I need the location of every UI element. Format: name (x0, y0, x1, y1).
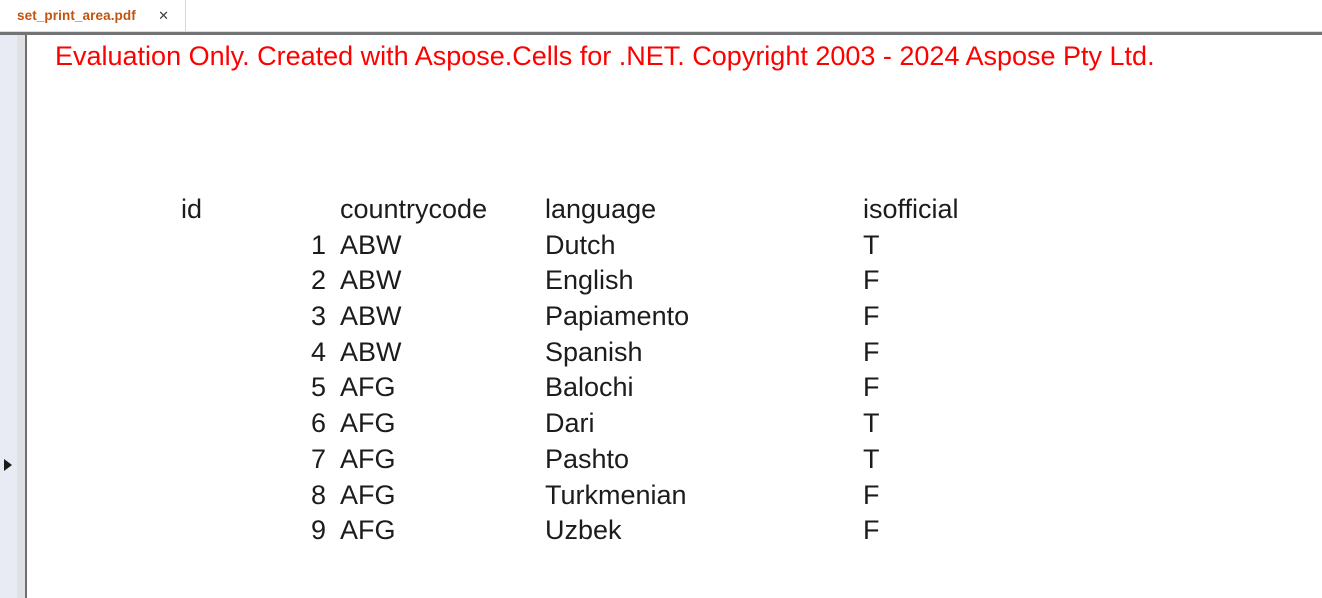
table-cell: ABW (340, 336, 402, 367)
table-cell: F (863, 372, 880, 403)
table-cell: F (863, 336, 880, 367)
table-cell: Balochi (545, 372, 634, 403)
table-cell: Pashto (545, 443, 630, 474)
column-header: countrycode (340, 194, 488, 224)
table-cell: T (863, 229, 880, 260)
table-cell: F (863, 479, 880, 510)
table-cell: Dari (545, 408, 595, 439)
table-cell: Uzbek (545, 515, 622, 546)
column-header: language (545, 194, 657, 224)
table-cell: Papiamento (545, 301, 690, 332)
table-cell: 4 (310, 336, 326, 367)
table-cell: Dutch (545, 229, 616, 260)
table-cell: Spanish (545, 336, 643, 367)
table-cell: 9 (310, 515, 326, 546)
column-header: id (181, 194, 203, 224)
collapsed-side-panel (0, 35, 17, 598)
evaluation-watermark-text: Evaluation Only. Created with Aspose.Cel… (55, 41, 1155, 71)
column-header: isofficial (863, 194, 959, 224)
table-cell: F (863, 301, 880, 332)
table-cell: T (863, 443, 880, 474)
tab-close-button[interactable]: ✕ (155, 7, 172, 24)
table-cell: ABW (340, 301, 402, 332)
table-cell: 7 (310, 443, 326, 474)
table-cell: F (863, 515, 880, 546)
table-cell: Turkmenian (545, 479, 687, 510)
tab-label: set_print_area.pdf (17, 8, 136, 23)
close-icon: ✕ (158, 8, 169, 23)
table-cell: ABW (340, 265, 402, 296)
chevron-right-icon (4, 459, 12, 471)
tab-set-print-area[interactable]: set_print_area.pdf ✕ (0, 0, 186, 31)
table-cell: 2 (310, 265, 326, 296)
tabstrip-content-divider (0, 31, 1322, 35)
table-cell: F (863, 265, 880, 296)
table-cell: 3 (310, 301, 326, 332)
data-table: id countrycode language isofficial 1 ABW Dutch… (181, 192, 1013, 549)
panel-gutter (17, 35, 25, 598)
tab-strip-empty-area (186, 0, 1322, 31)
table-cell: AFG (340, 408, 396, 439)
table-cell: AFG (340, 515, 396, 546)
table-cell: AFG (340, 372, 396, 403)
tab-bar: set_print_area.pdf ✕ (0, 0, 1322, 31)
viewer-content: Evaluation Only. Created with Aspose.Cel… (0, 35, 1322, 598)
table-cell: AFG (340, 479, 396, 510)
pdf-page: Evaluation Only. Created with Aspose.Cel… (25, 35, 1322, 598)
table-cell: 1 (310, 229, 326, 260)
table-cell: 8 (310, 479, 326, 510)
table-cell: English (545, 265, 634, 296)
table-cell: 5 (310, 372, 326, 403)
table-cell: ABW (340, 229, 402, 260)
table-cell: T (863, 408, 880, 439)
panel-expand-button[interactable] (4, 459, 18, 473)
table-cell: AFG (340, 443, 396, 474)
table-cell: 6 (310, 408, 326, 439)
